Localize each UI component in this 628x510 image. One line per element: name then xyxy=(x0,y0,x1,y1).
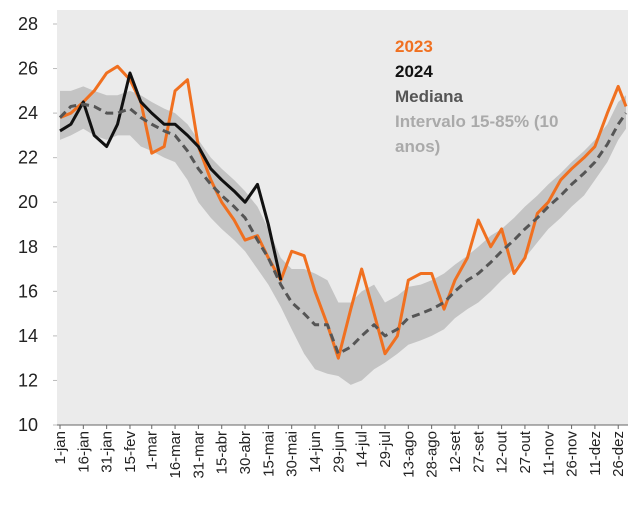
x-tick-label: 31-mar xyxy=(190,431,207,479)
y-tick-label: 12 xyxy=(18,370,38,390)
y-tick-label: 24 xyxy=(18,103,38,123)
x-tick-label: 15-abr xyxy=(214,431,231,474)
legend-entry: 2023 xyxy=(395,37,433,56)
x-tick-label: 14-jul xyxy=(354,431,371,468)
y-tick-label: 10 xyxy=(18,415,38,435)
x-tick-label: 30-mai xyxy=(284,431,301,477)
x-tick-label: 1-mar xyxy=(144,431,161,470)
x-tick-label: 27-set xyxy=(470,430,487,473)
y-tick-label: 22 xyxy=(18,148,38,168)
x-tick-label: 15-fev xyxy=(122,431,139,473)
band-area xyxy=(60,86,626,385)
y-tick-label: 18 xyxy=(18,237,38,257)
x-tick-label: 16-mar xyxy=(167,431,184,479)
x-tick-label: 30-abr xyxy=(237,431,254,474)
x-tick-label: 1-jan xyxy=(52,431,69,464)
x-tick-label: 14-jun xyxy=(307,431,324,473)
x-tick-label: 28-ago xyxy=(424,431,441,478)
series-line xyxy=(59,71,283,281)
y-tick-label: 16 xyxy=(18,281,38,301)
x-tick-label: 29-jul xyxy=(377,431,394,468)
y-tick-label: 26 xyxy=(18,59,38,79)
y-tick-label: 28 xyxy=(18,14,38,34)
x-tick-label: 11-nov xyxy=(540,431,557,476)
series-line xyxy=(58,102,628,356)
x-tick-label: 12-set xyxy=(447,430,464,473)
x-tick-label: 27-out xyxy=(517,430,534,473)
x-tick-label: 12-out xyxy=(494,430,511,473)
x-tick-label: 13-ago xyxy=(400,431,417,478)
y-tick-label: 14 xyxy=(18,326,38,346)
legend-entry: Intervalo 15-85% (10 anos) xyxy=(395,112,559,156)
x-tick-label: 29-jun xyxy=(330,431,347,473)
legend-entry: 2024 xyxy=(395,62,433,81)
x-tick-label: 31-jan xyxy=(99,431,116,473)
x-tick-label: 11-dez xyxy=(587,431,604,476)
x-tick-label: 15-mai xyxy=(260,431,277,477)
legend: 2023 2024 Mediana Intervalo 15-85% (10 anos… xyxy=(395,34,575,159)
x-tick-label: 26-nov xyxy=(564,431,581,477)
y-tick-label: 20 xyxy=(18,192,38,212)
legend-entry: Mediana xyxy=(395,87,464,106)
x-tick-label: 16-jan xyxy=(75,431,92,473)
x-tick-label: 26-dez xyxy=(610,431,627,477)
